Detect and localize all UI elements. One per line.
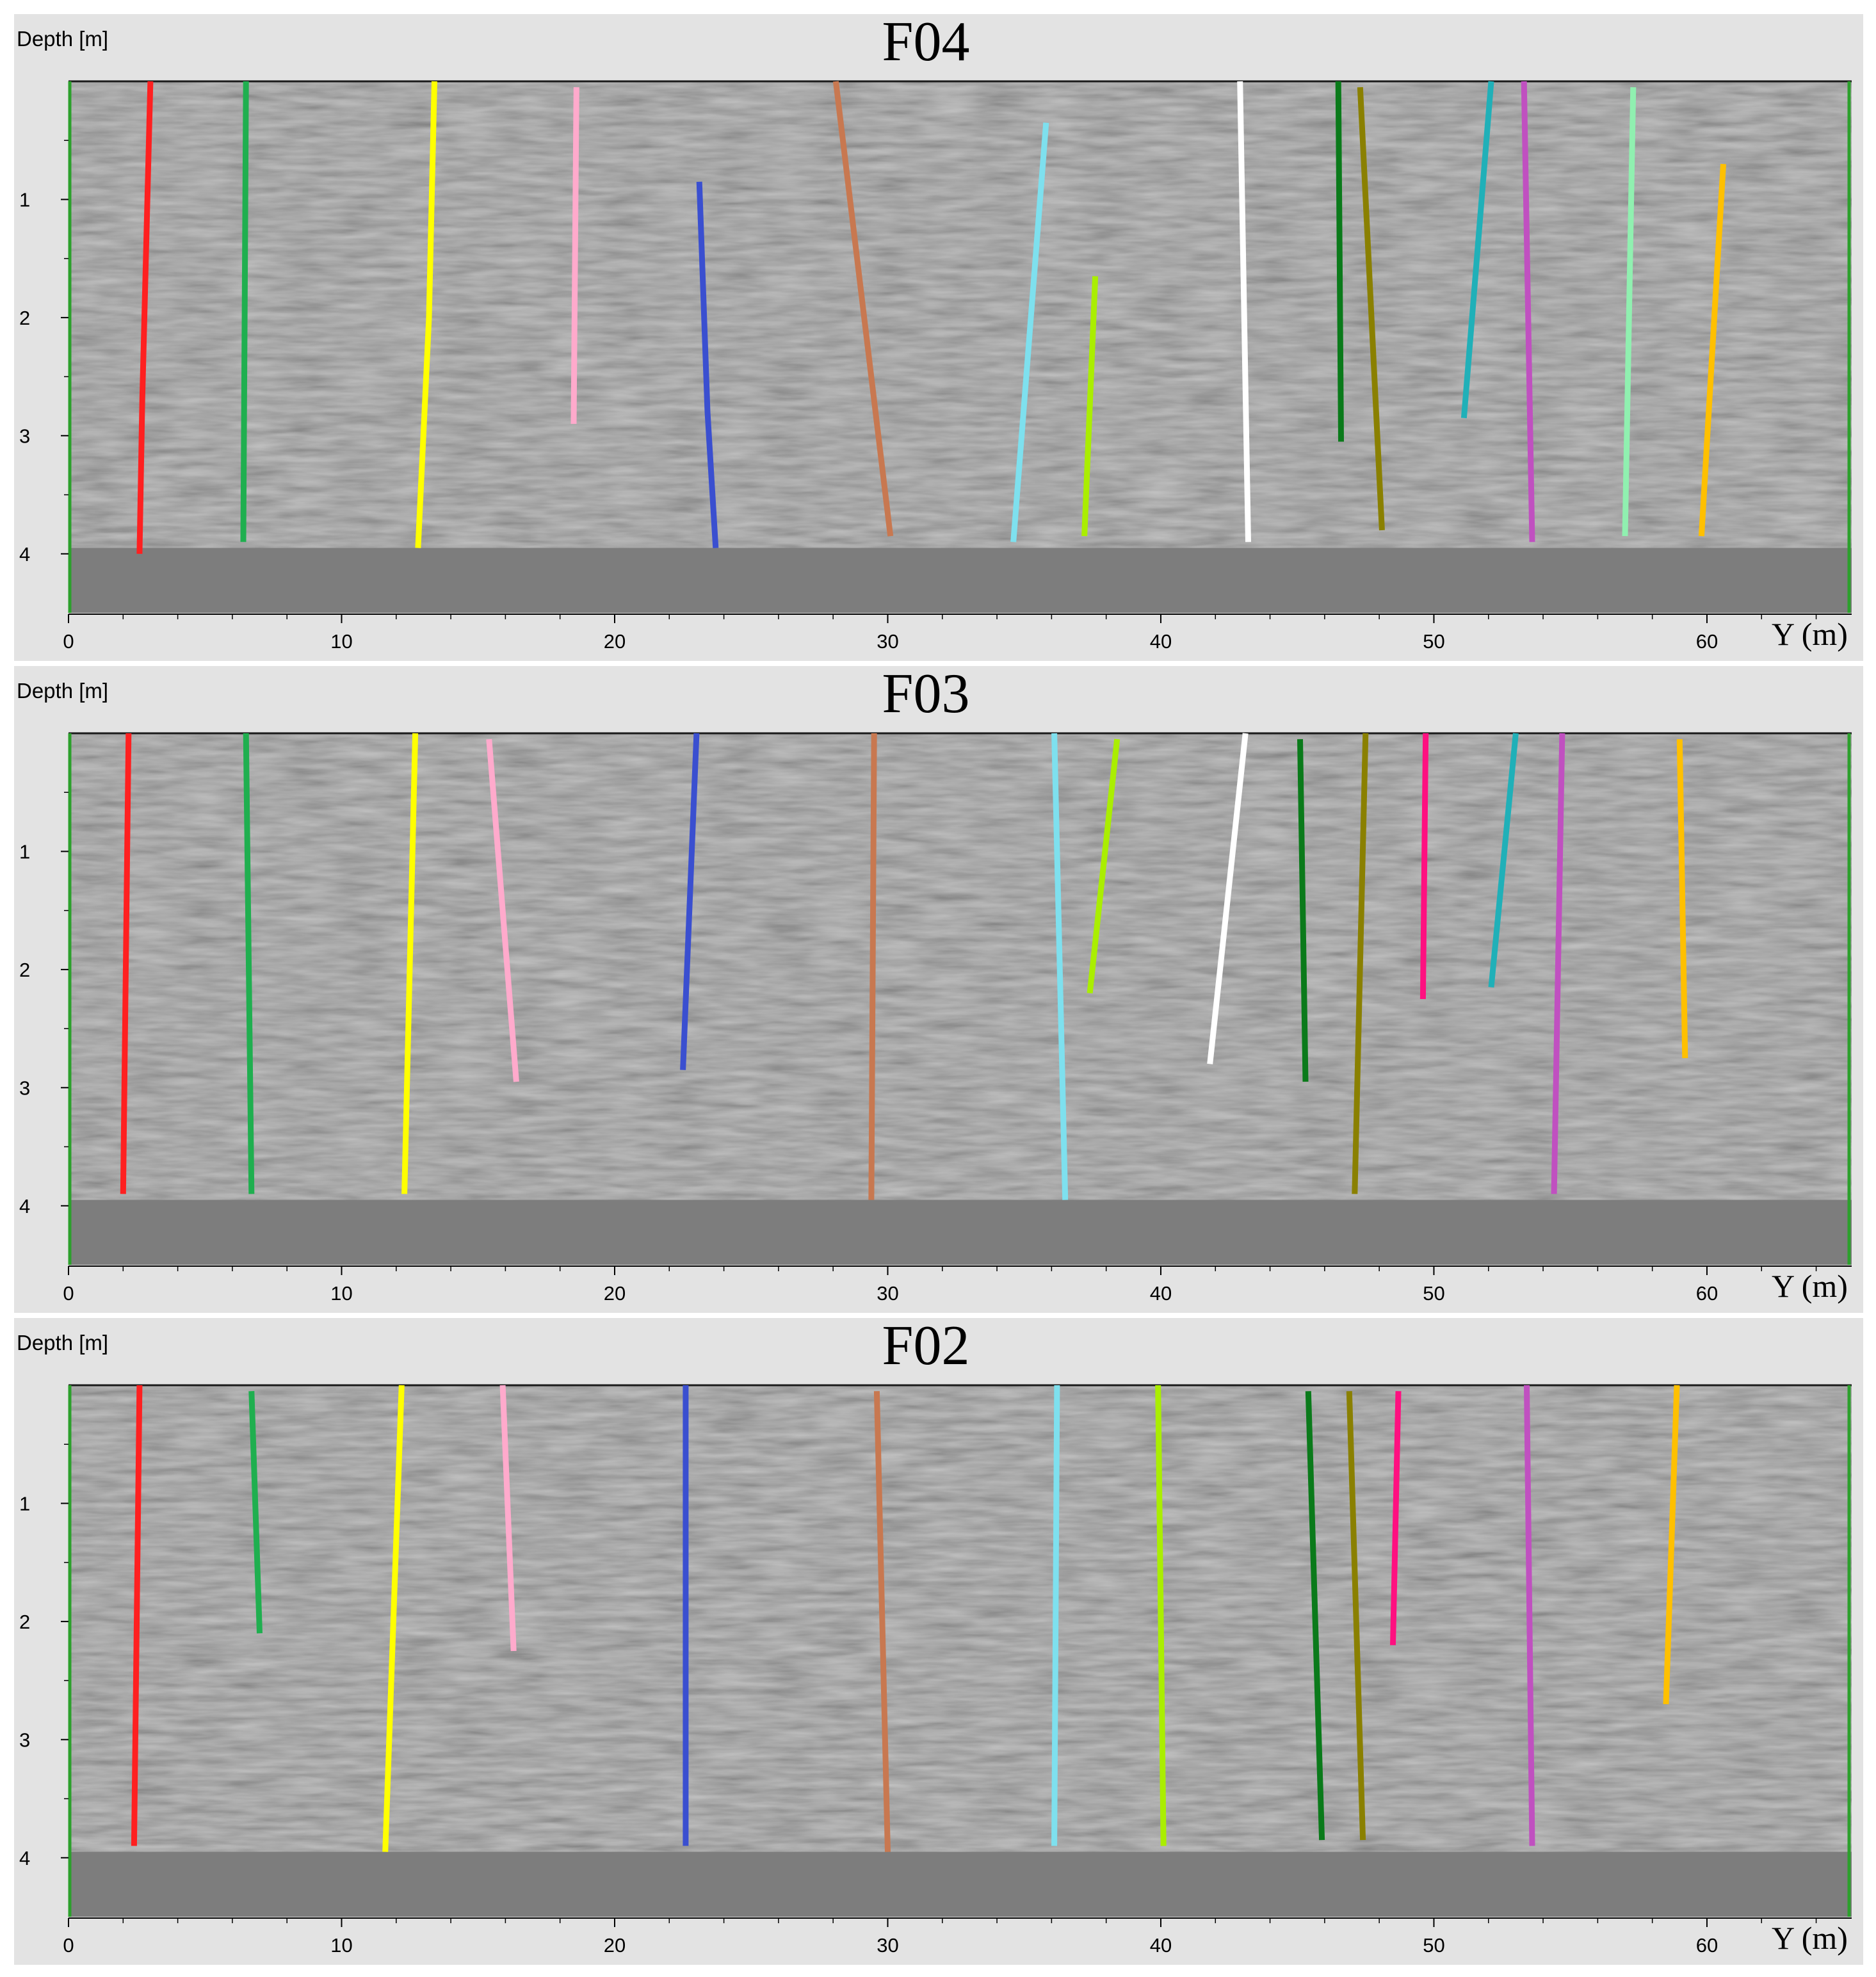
x-tick-label: 30 (877, 1934, 898, 1957)
fracture-trace-15 (1676, 739, 1688, 1059)
x-tick-label: 0 (63, 1934, 74, 1957)
fracture-trace-6 (832, 81, 894, 537)
fracture-trace-8 (1087, 738, 1120, 994)
fracture-trace-1 (131, 1385, 143, 1846)
y-tick-label: 1 (19, 1492, 30, 1515)
fracture-trace-2 (248, 1391, 263, 1634)
fracture-trace-5 (680, 733, 700, 1070)
y-tick-label: 3 (19, 425, 30, 447)
fracture-trace-3 (401, 733, 419, 1194)
fracture-trace-3 (415, 81, 437, 548)
x-tick-label: 50 (1423, 1282, 1444, 1305)
x-tick-label: 0 (63, 630, 74, 653)
radargram-lower-band (69, 548, 1852, 613)
x-tick-label: 40 (1150, 630, 1172, 653)
fracture-trace-10 (1297, 739, 1309, 1082)
x-axis-label: Y (m) (1772, 616, 1848, 652)
fracture-trace-11 (1357, 86, 1385, 531)
x-tick-label: 60 (1696, 1282, 1718, 1305)
radargram-panel-f04: F04 Depth [m] 1 2 3 4 0 10 20 30 40 50 60 Y (m) (14, 14, 1863, 661)
x-tick-label: 30 (877, 1282, 898, 1305)
fracture-trace-9 (1237, 81, 1251, 542)
x-tick-label: 0 (63, 1282, 74, 1305)
fracture-trace-7 (1051, 733, 1069, 1200)
y-tick-label: 1 (19, 188, 30, 211)
y-tick-label: 3 (19, 1077, 30, 1099)
fracture-trace-11 (1352, 733, 1369, 1194)
fracture-trace-4 (486, 738, 519, 1082)
radargram-lower-band (69, 1851, 1852, 1917)
fracture-trace-1 (120, 733, 132, 1194)
x-tick-label: 50 (1423, 630, 1444, 653)
panel-title: F04 (882, 14, 970, 73)
y-tick-label: 3 (19, 1729, 30, 1751)
x-tick-label: 60 (1696, 1934, 1718, 1957)
x-tick-label: 50 (1423, 1934, 1444, 1957)
fracture-trace-13 (1663, 1385, 1680, 1705)
y-tick-label: 4 (19, 1847, 30, 1869)
fracture-trace-10 (1346, 1391, 1366, 1841)
radargram-texture (69, 733, 1852, 1200)
fracture-trace-7 (1051, 1385, 1060, 1846)
fracture-trace-6 (868, 733, 877, 1200)
x-tick-label: 10 (330, 1282, 352, 1305)
x-axis-label: Y (m) (1772, 1920, 1848, 1956)
fracture-trace-4 (570, 87, 579, 424)
y-axis-label: Depth [m] (17, 1331, 108, 1355)
radargram-panel-f02: F02 Depth [m] 1 2 3 4 0 10 20 30 40 50 60 Y (m) (14, 1318, 1863, 1965)
fracture-trace-9 (1305, 1391, 1325, 1841)
fracture-trace-4 (499, 1385, 517, 1652)
fracture-trace-14 (1551, 733, 1565, 1194)
x-tick-label: 40 (1150, 1934, 1172, 1957)
panel-title: F03 (882, 666, 970, 725)
x-tick-label: 20 (604, 1282, 626, 1305)
fracture-trace-12 (1524, 1385, 1535, 1846)
y-tick-label: 2 (19, 307, 30, 329)
fracture-trace-11 (1390, 1391, 1402, 1645)
fracture-trace-2 (240, 81, 249, 542)
fracture-trace-9 (1207, 733, 1249, 1064)
y-axis-label: Depth [m] (17, 27, 108, 51)
x-tick-label: 60 (1696, 630, 1718, 653)
x-tick-label: 20 (604, 1934, 626, 1957)
fracture-trace-1 (136, 81, 154, 554)
fracture-trace-13 (1488, 733, 1519, 988)
radargram-texture (69, 1385, 1852, 1852)
fracture-trace-14 (1622, 87, 1637, 537)
fracture-trace-15 (1698, 163, 1726, 537)
x-tick-label: 30 (877, 630, 898, 653)
y-tick-label: 4 (19, 1195, 30, 1217)
x-axis-label: Y (m) (1772, 1268, 1848, 1304)
y-axis-label: Depth [m] (17, 679, 108, 703)
y-tick-label: 2 (19, 1611, 30, 1633)
radargram-texture (69, 81, 1852, 548)
fracture-trace-12 (1419, 733, 1429, 1000)
x-tick-label: 40 (1150, 1282, 1172, 1305)
x-tick-label: 20 (604, 630, 626, 653)
fracture-trace-8 (1081, 276, 1099, 537)
panel-title: F02 (882, 1318, 970, 1377)
x-tick-label: 10 (330, 1934, 352, 1957)
fracture-trace-12 (1460, 81, 1494, 419)
fracture-trace-6 (873, 1391, 891, 1852)
fracture-trace-2 (243, 733, 255, 1194)
radargram-panel-f03: F03 Depth [m] 1 2 3 4 0 10 20 30 40 50 60 Y (m) (14, 666, 1863, 1313)
fracture-trace-8 (1155, 1385, 1167, 1846)
fracture-trace-10 (1335, 81, 1344, 442)
y-tick-label: 4 (19, 543, 30, 565)
radargram-lower-band (69, 1200, 1852, 1265)
y-tick-label: 1 (19, 840, 30, 863)
fracture-trace-13 (1521, 81, 1535, 542)
fracture-trace-3 (382, 1385, 405, 1852)
fracture-trace-7 (1010, 122, 1049, 542)
y-tick-label: 2 (19, 959, 30, 981)
fracture-trace-5 (696, 181, 719, 548)
x-tick-label: 10 (330, 630, 352, 653)
